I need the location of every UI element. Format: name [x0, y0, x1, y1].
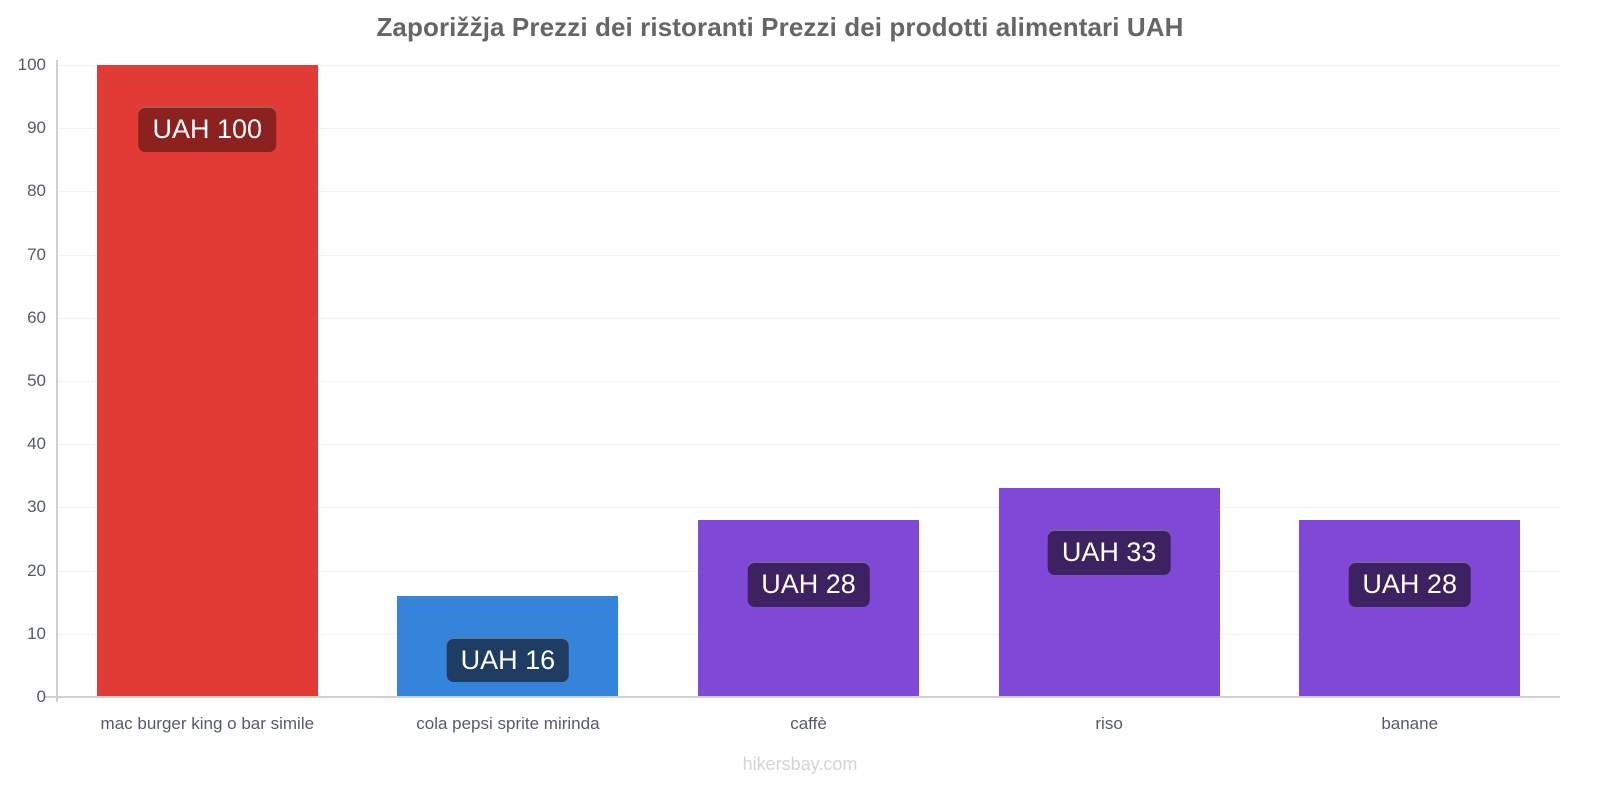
gridline: [57, 191, 1560, 193]
y-axis-tick-label: 100: [17, 55, 46, 74]
x-axis-category-label: mac burger king o bar simile: [100, 714, 315, 733]
bar[interactable]: [1299, 520, 1521, 697]
y-axis-tick-label: 30: [27, 497, 46, 517]
y-axis-tick-label: 0: [36, 687, 46, 706]
gridline: [57, 65, 1560, 66]
y-axis-tick-label: 60: [27, 307, 46, 327]
y-axis-tick-label: 40: [27, 434, 46, 454]
y-axis-tick-label: 10: [27, 623, 46, 643]
gridline: [57, 507, 1560, 509]
bar-value-badge: UAH 28: [1348, 563, 1471, 607]
bar-value-badge: UAH 28: [747, 563, 870, 607]
gridline: [57, 381, 1560, 382]
gridline: [57, 317, 1560, 319]
y-axis-tick-label: 20: [27, 560, 46, 580]
gridline: [57, 254, 1560, 256]
y-axis-tick-label: 70: [27, 244, 46, 264]
x-axis-category-label: banane: [1381, 714, 1439, 733]
x-axis-category-label: cola pepsi sprite mirinda: [416, 714, 600, 733]
x-axis-line: [44, 696, 1560, 698]
y-axis-tick-label: 90: [27, 118, 46, 138]
gridline: [57, 444, 1560, 446]
bar-value-badge: UAH 100: [138, 108, 277, 152]
plot-area: UAH 100 UAH 16 UAH 28 UAH 33 UAH 28: [57, 65, 1560, 698]
y-axis-tick-label: 80: [27, 181, 46, 201]
x-axis-category-label: caffè: [790, 714, 827, 733]
y-axis-line: [56, 60, 58, 702]
bar-value-badge: UAH 33: [1047, 531, 1171, 576]
bar[interactable]: [998, 488, 1220, 697]
chart-title: Zaporižžja Prezzi dei ristoranti Prezzi …: [376, 12, 1184, 42]
watermark-hikersbay: hikersbay.com: [742, 754, 858, 774]
bar[interactable]: [96, 65, 318, 697]
gridline: [57, 128, 1560, 130]
bar[interactable]: [698, 520, 919, 697]
x-axis-category-label: riso: [1095, 714, 1123, 733]
y-axis-tick-label: 50: [27, 371, 46, 390]
bar-value-badge: UAH 16: [446, 638, 570, 683]
